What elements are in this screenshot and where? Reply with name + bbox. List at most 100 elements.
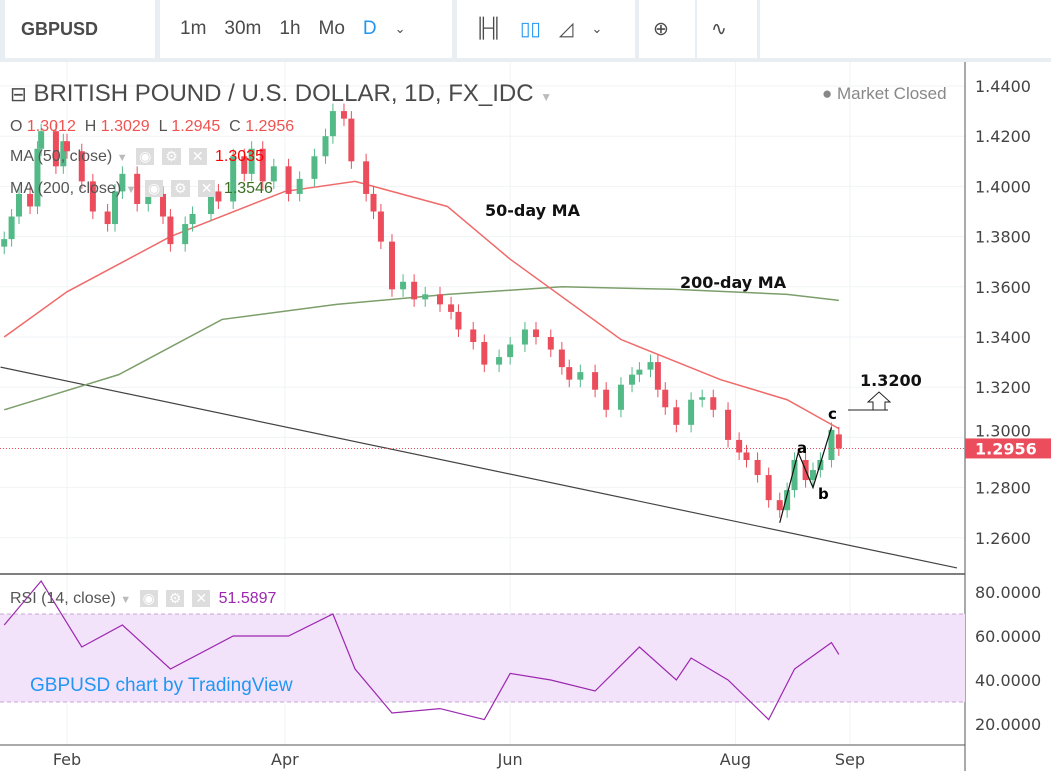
candle — [270, 166, 277, 182]
close-icon[interactable]: ✕ — [188, 148, 207, 165]
candle — [809, 470, 816, 481]
chart-type-group: ╟╢ ▯▯ ◿ ⌄ — [457, 0, 635, 58]
candle — [112, 191, 119, 225]
chevron-down-icon[interactable]: ⌄ — [591, 21, 603, 36]
gear-icon[interactable]: ⚙ — [162, 148, 181, 165]
ma200-legend: MA (200, close) ▼ ◉ ⚙ ✕ 1.3546 — [10, 180, 273, 197]
interval-1h[interactable]: 1h — [279, 18, 301, 39]
up-arrow-icon — [866, 391, 892, 411]
candle — [533, 329, 540, 337]
gear-icon[interactable]: ⚙ — [165, 590, 185, 607]
collapse-icon[interactable]: ⊟ — [10, 84, 27, 106]
rsi-legend: RSI (14, close) ▼ ◉ ⚙ ✕ 51.5897 — [10, 590, 277, 607]
indicator-wave-icon[interactable]: ∿ — [711, 18, 727, 40]
rsi-tick-label: 40.0000 — [975, 671, 1041, 690]
symbol[interactable]: GBPUSD — [21, 18, 99, 39]
rsi-tick-label: 60.0000 — [975, 627, 1041, 646]
watermark[interactable]: GBPUSD chart by TradingView — [30, 675, 293, 696]
candle — [340, 111, 347, 119]
rsi-line — [3, 579, 840, 721]
price-tick-label: 1.3000 — [975, 421, 1031, 440]
candle — [34, 148, 41, 207]
candle — [422, 294, 429, 300]
gear-icon[interactable]: ⚙ — [171, 180, 190, 197]
price-tick-label: 1.4400 — [975, 77, 1031, 96]
candle — [784, 490, 791, 511]
close-icon[interactable]: ✕ — [197, 180, 216, 197]
ma200-label[interactable]: MA (200, close) — [10, 180, 122, 197]
trendline — [0, 366, 958, 569]
candle — [592, 372, 599, 390]
ma50-label[interactable]: MA (50, close) — [10, 148, 113, 165]
price-tick-label: 1.3200 — [975, 378, 1031, 397]
indicators-group: ∿ — [697, 0, 757, 58]
market-status-text: Market Closed — [837, 84, 947, 103]
candles-icon[interactable]: ▯▯ — [519, 18, 541, 40]
ma50-legend: MA (50, close) ▼ ◉ ⚙ ✕ 1.3035 — [10, 148, 264, 165]
candle — [828, 429, 835, 460]
area-chart-icon[interactable]: ◿ — [558, 18, 574, 40]
price-tick-label: 1.3600 — [975, 278, 1031, 297]
candle — [60, 141, 67, 167]
candle — [617, 384, 624, 410]
o-label: O — [10, 118, 23, 135]
candle — [470, 329, 477, 343]
l-label: L — [158, 118, 167, 135]
candle — [547, 337, 554, 350]
interval-d[interactable]: D — [362, 18, 377, 39]
candle — [765, 475, 772, 501]
candle — [322, 136, 329, 157]
price-tick-label: 1.4000 — [975, 177, 1031, 196]
candle — [710, 397, 717, 410]
eye-icon[interactable]: ◉ — [144, 180, 164, 197]
symbol-box[interactable]: GBPUSD — [5, 0, 155, 58]
candle — [566, 367, 573, 380]
chevron-down-icon[interactable]: ⌄ — [394, 21, 406, 36]
candle — [285, 166, 292, 194]
candle — [377, 211, 384, 242]
time-tick-label: Feb — [53, 750, 81, 769]
h-label: H — [84, 118, 97, 135]
candle — [673, 407, 680, 425]
candle — [208, 191, 215, 215]
time-tick-label: Jun — [497, 750, 523, 769]
candle — [455, 311, 462, 330]
rsi-label[interactable]: RSI (14, close) — [10, 590, 116, 607]
toolbar-rest — [760, 0, 1051, 58]
eye-icon[interactable]: ◉ — [136, 148, 155, 165]
chart-svg[interactable]: 1.2600 1.2800 1.3000 1.3200 1.3400 1.3600 1.38… — [0, 62, 1051, 771]
candle — [636, 369, 643, 375]
candle — [145, 193, 152, 204]
ohlc-row: O 1.3012 H 1.3029 L 1.2945 C 1.2956 — [10, 118, 294, 136]
candle — [296, 178, 303, 194]
wave-b-label: b — [818, 485, 829, 503]
candle — [736, 439, 743, 453]
rsi-band — [0, 614, 965, 702]
time-tick-label: Sep — [835, 750, 865, 769]
wave-a-label: a — [797, 439, 807, 457]
rsi-value: 51.5897 — [218, 590, 277, 607]
candle — [52, 131, 59, 167]
ma200-line — [3, 286, 839, 411]
candle — [370, 193, 377, 212]
eye-icon[interactable]: ◉ — [139, 590, 158, 607]
add-circle-icon[interactable]: ⊕ — [653, 18, 669, 40]
interval-mo[interactable]: Mo — [318, 18, 345, 39]
ma50-value: 1.3035 — [215, 148, 264, 165]
candle — [78, 151, 85, 182]
candle — [182, 224, 189, 245]
candle — [521, 329, 528, 345]
market-status: ● Market Closed — [822, 84, 947, 103]
chevron-down-icon[interactable]: ▼ — [540, 90, 553, 104]
close-icon[interactable]: ✕ — [192, 590, 211, 607]
interval-1m[interactable]: 1m — [180, 18, 207, 39]
chart-area[interactable]: 1.2600 1.2800 1.3000 1.3200 1.3400 1.3600 1.38… — [0, 62, 1051, 771]
candle — [654, 362, 661, 390]
candle — [27, 193, 34, 207]
interval-group: 1m 30m 1h Mo D ⌄ — [160, 0, 452, 58]
rsi-tick-label: 20.0000 — [975, 715, 1041, 734]
target-annotation: 1.3200 — [860, 371, 922, 390]
candle — [259, 148, 266, 182]
bar-chart-icon[interactable]: ╟╢ — [475, 18, 502, 39]
interval-30m[interactable]: 30m — [224, 18, 262, 39]
